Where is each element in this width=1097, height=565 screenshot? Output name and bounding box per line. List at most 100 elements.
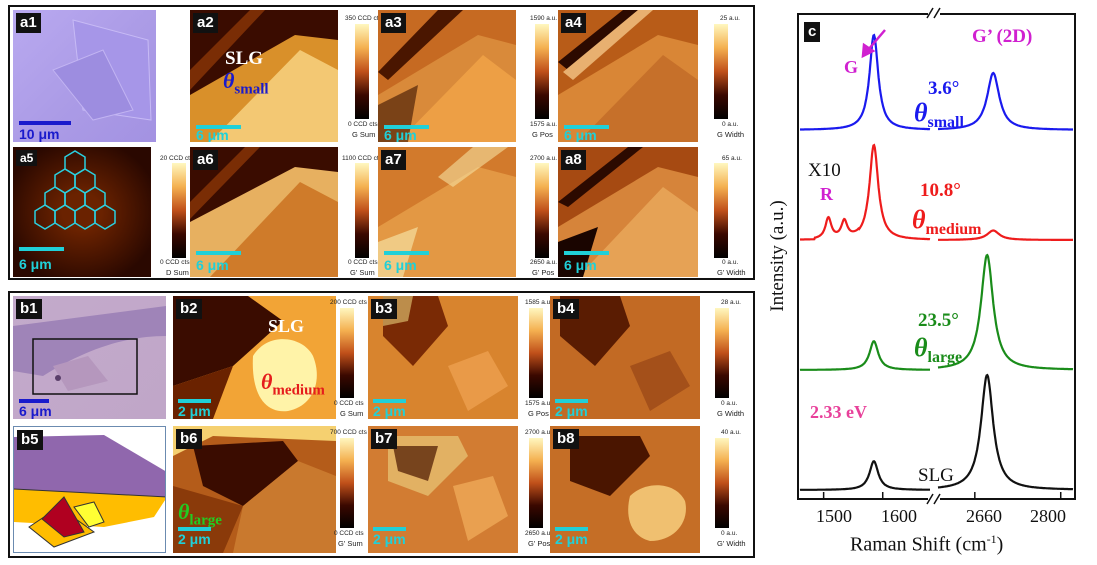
colorbar-bottom: 1575 a.u. [525,400,553,407]
panel-tag: a4 [561,13,586,33]
colorbar-top: 20 CCD cts [160,155,194,162]
map-shapes [388,436,508,541]
scale-label: 6 μm [564,257,597,273]
colorbar-top: 700 CCD cts [330,429,367,436]
scale-bar [384,251,429,255]
scale-label: 6 μm [384,127,417,142]
spectrum-line-1-seg0 [800,143,931,241]
spectrum-line-3-seg1 [937,373,1074,491]
theta-sub: large [927,349,963,367]
panel-tag: b7 [371,429,397,449]
slg-label: SLG [268,316,305,336]
map-shapes [190,147,338,277]
slg-label: SLG [225,48,264,69]
axis-break-top [926,7,941,19]
spectrum-line-0-seg0 [800,33,931,131]
map-a5: a5 6 μm [13,147,151,277]
colorbar-bottom: 0 a.u. [722,259,739,266]
theta-sub: large [189,512,222,529]
panel-tag: a7 [381,150,406,170]
scale-bar [564,251,609,255]
colorbar-b7 [529,438,543,528]
colorbar-b8 [715,438,729,528]
theta-symbol: θ [914,98,928,127]
colorbar-top: 200 CCD cts [330,299,367,306]
map-shapes [570,436,686,541]
theta-sub: medium [925,221,982,239]
colorbar-top: 350 CCD cts [345,15,382,22]
scale-bar [178,399,211,403]
colorbar-b3 [529,308,543,398]
panel-tag: a5 [16,150,38,166]
colorbar-name: G' Sum [338,539,363,548]
colorbar-name: G Width [717,130,745,139]
scale-label: 2 μm [555,403,588,419]
panel-tag: b2 [176,299,202,319]
colorbar-top: 28 a.u. [721,299,741,306]
optical-image-a1: a1 10 μm [13,10,156,142]
tick-label: 2800 [1030,506,1066,526]
colorbar-a6 [355,163,369,258]
map-shapes [378,10,516,142]
map-b8: b8 2 μm [550,426,700,553]
tick-label: 1600 [881,506,917,526]
panel-tag: b5 [17,430,43,450]
colorbar-b4 [715,308,729,398]
map-a7: a7 6 μm [378,147,516,277]
colorbar-name: G Sum [340,409,364,418]
colorbar-a3 [535,24,549,119]
map-b7: b7 2 μm [368,426,518,553]
axis-break-bottom [926,493,941,505]
scale-bar [555,527,588,531]
colorbar-name: G Pos [528,409,549,418]
colorbar-top: 40 a.u. [721,429,741,436]
tick-label: 1500 [816,506,852,526]
scale-label: 2 μm [178,403,211,419]
map-b3: b3 2 μm [368,296,518,419]
y-axis-label: Intensity (a.u.) [767,200,788,312]
theta-sub: small [927,114,964,132]
scale-bar [178,527,211,531]
colorbar-a2 [355,24,369,119]
theta-label-large: θlarge [914,333,962,367]
scale-bar [19,247,64,251]
colorbar-bottom: 0 CCD cts [160,259,190,266]
map-a3: a3 6 μm [378,10,516,142]
colorbar-name: G' Pos [528,539,551,548]
scale-bar [373,399,406,403]
x10-label: X10 [808,160,841,181]
laser-energy-label: 2.33 eV [810,402,867,422]
map-a8: a8 6 μm [558,147,698,277]
colorbar-name: G' Sum [350,268,375,277]
spectrum-line-0-seg1 [938,71,1073,131]
colorbar-top: 65 a.u. [722,155,742,162]
panel-tag: a1 [16,13,41,33]
scale-bar [19,121,71,125]
scale-label: 6 μm [564,127,597,142]
colorbar-top: 1100 CCD cts [342,155,382,162]
colorbar-a8 [714,163,728,258]
map-shapes [190,10,338,142]
theta-symbol: θ [261,369,273,394]
x-axis-label-text: Raman Shift (cm [850,533,987,556]
scale-bar [373,527,406,531]
colorbar-bottom: 0 CCD cts [334,400,364,407]
map-shapes [173,426,336,553]
colorbar-bottom: 1575 a.u. [530,121,558,128]
colorbar-name: D Sum [166,268,189,277]
scale-bar [555,399,588,403]
colorbar-bottom: 2650 a.u. [525,530,553,537]
spectrum-line-1-seg1 [938,229,1073,241]
colorbar-name: G' Pos [532,268,555,277]
colorbar-bottom: 0 a.u. [722,121,739,128]
theta-symbol: θ [914,333,928,362]
flake-outline [13,306,166,395]
spectrum-line-2-seg1 [937,253,1074,371]
scale-label: 2 μm [373,403,406,419]
panel-a: a1 10 μm a2 SLG θsmall 6 μm 350 CCD cts … [8,5,755,280]
panel-b: b1 6 μm b2 SLG θmedium 2 μm 200 CCD cts … [8,291,755,558]
optical-image-b1: b1 6 μm [13,296,166,419]
tick-label: 2660 [966,506,1002,526]
panel-tag: c [804,22,821,42]
2d-peak-label: G’ (2D) [972,26,1033,47]
